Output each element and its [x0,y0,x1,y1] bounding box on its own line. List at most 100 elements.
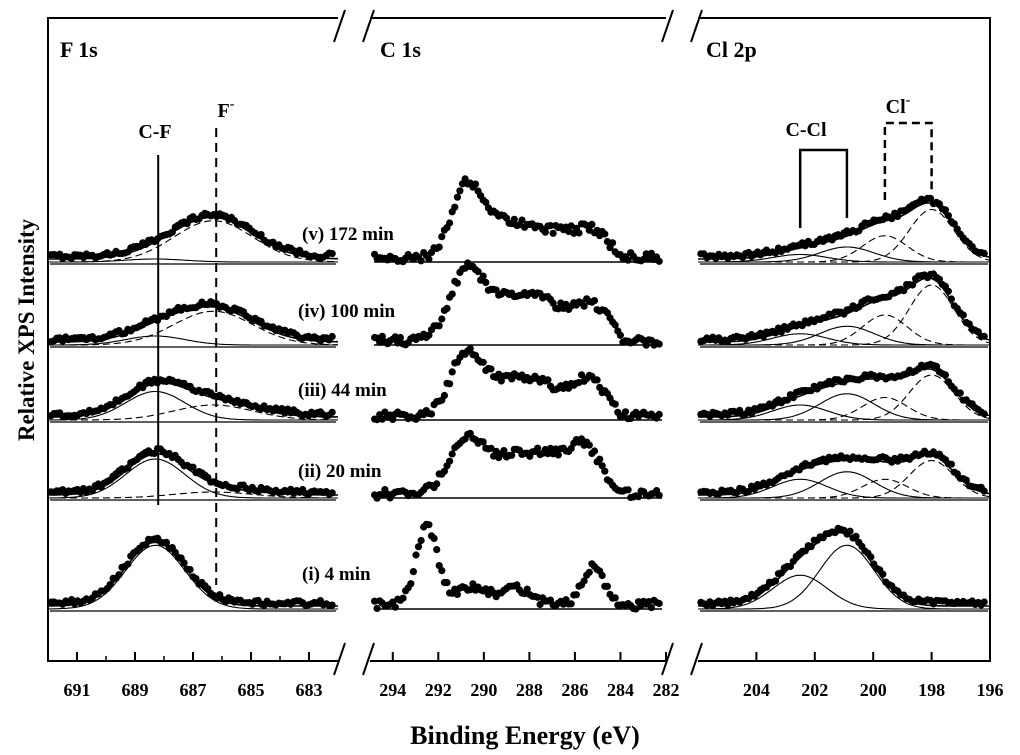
data-point [474,268,482,276]
axis-break-mark [690,642,703,676]
data-point [162,538,170,547]
data-point [430,534,438,543]
data-point [642,341,650,349]
series-label-iv: (iv) 100 min [298,301,396,322]
data-point [598,571,606,580]
series-label-v: (v) 172 min [302,224,394,245]
data-point [647,249,656,257]
data-point [546,222,555,230]
data-point [435,322,443,330]
component-curve [48,491,338,499]
data-point [328,250,336,258]
data-point [536,600,544,609]
data-point [469,580,477,588]
x-tick-label: 691 [64,680,91,700]
data-point [879,570,887,578]
axis-break-mark [661,9,674,43]
data-point [807,543,815,551]
data-point [544,376,552,384]
data-point [611,594,619,602]
data-point [139,384,147,392]
data-point [186,566,194,574]
data-point [448,450,456,458]
data-point [417,536,425,545]
axis-break-gap-1 [338,8,370,673]
data-point [451,203,459,211]
series-label-iii: (iii) 44 min [298,380,387,401]
axis-break-gap-2 [666,8,698,673]
data-point [456,187,464,195]
data-point [446,380,454,388]
data-point [544,450,552,458]
data-point [634,493,643,501]
data-point [655,340,663,348]
x-axis-label: Binding Energy (eV) [410,721,640,750]
component-curve [48,404,338,421]
x-tick-label: 290 [470,680,497,700]
data-point [852,532,860,541]
data-point [593,376,601,384]
data-point [621,408,630,416]
data-point [482,198,490,206]
data-point [585,441,593,449]
x-tick-label: 200 [860,680,887,700]
panel-title-cl2p: Cl 2p [706,37,757,62]
data-point [980,332,988,340]
annotation-bracket-c-cl [798,148,849,228]
data-point [956,389,964,397]
data-point [433,546,441,554]
data-point [580,302,588,310]
data-point [846,527,854,535]
data-point [655,410,663,418]
component-curve [48,458,338,499]
data-point [189,463,197,471]
data-point [378,332,386,340]
data-point [425,331,433,339]
x-tick-label: 284 [607,680,634,700]
annotation-c-f: C-F [138,121,171,143]
data-point [609,239,617,247]
data-point [601,230,609,238]
data-point [777,328,786,336]
x-tick-label: 204 [743,680,770,700]
data-point [391,603,399,611]
data-point [552,445,560,453]
y-axis-label: Relative XPS Intensity [14,218,39,441]
data-point [407,580,415,588]
component-curve [698,374,991,421]
data-point [944,212,953,220]
data-point [590,297,599,305]
data-point [655,491,663,499]
component-curve [48,544,338,610]
x-tick-label: 687 [180,680,207,700]
component-curve [48,310,339,346]
data-point [789,394,797,402]
data-point [427,410,436,418]
data-point [575,229,583,237]
data-point [598,462,606,470]
data-point [328,332,336,341]
series-label-ii: (ii) 20 min [298,461,382,482]
x-tick-label: 288 [516,680,543,700]
data-point [479,358,487,366]
x-tick-label: 685 [238,680,265,700]
data-point [655,257,663,265]
x-tick-label: 292 [425,680,452,700]
data-point [611,400,619,408]
data-point [435,243,443,251]
data-point [783,396,792,404]
data-point [168,228,176,236]
data-point [443,579,451,587]
data-point [482,278,490,286]
data-point [440,391,448,400]
component-curve [698,544,990,610]
data-point [888,215,896,223]
axis-break-mark [661,642,674,676]
data-point [601,467,609,475]
data-point [909,281,917,289]
annotation-c-cl: C-Cl [785,119,827,141]
data-point [192,575,200,583]
data-point [596,455,604,463]
component-curve [698,459,991,499]
